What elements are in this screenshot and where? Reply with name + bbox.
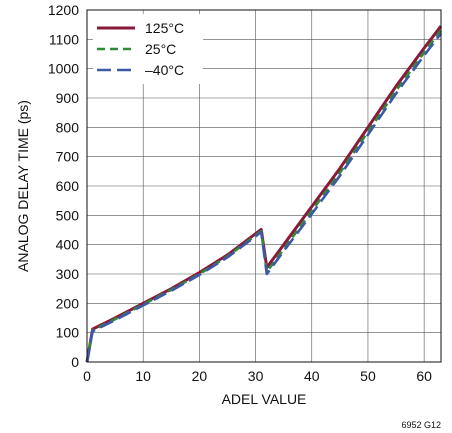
y-tick-label: 800	[56, 119, 80, 135]
y-tick-label: 200	[56, 295, 80, 311]
y-tick-label: 0	[71, 354, 79, 370]
y-tick-label: 300	[56, 266, 80, 282]
y-tick-label: 1200	[48, 2, 79, 18]
series-layer	[85, 25, 443, 363]
x-tick-label: 30	[248, 368, 264, 384]
x-axis-title: ADEL VALUE	[222, 391, 307, 407]
y-tick-label: 1000	[48, 61, 79, 77]
x-tick-label: 0	[83, 368, 91, 384]
legend-label-1: 25°C	[145, 41, 176, 57]
ticks: 0100200300400500600700800900100011001200…	[48, 2, 432, 384]
y-tick-label: 500	[56, 207, 80, 223]
y-tick-label: 1100	[49, 31, 79, 47]
y-tick-label: 600	[56, 178, 80, 194]
x-tick-label: 20	[192, 368, 208, 384]
x-tick-label: 40	[304, 368, 320, 384]
plot-frame	[86, 9, 442, 363]
x-tick-label: 10	[135, 368, 151, 384]
legend-label-2: –40°C	[145, 62, 184, 78]
y-tick-label: 900	[56, 90, 80, 106]
legend-label-0: 125°C	[145, 20, 184, 36]
figure-id: 6952 G12	[401, 420, 441, 430]
x-tick-label: 60	[416, 368, 432, 384]
series-line-2	[85, 32, 443, 363]
y-axis-title: ANALOG DELAY TIME (ps)	[15, 100, 31, 272]
y-tick-label: 100	[56, 325, 80, 341]
x-tick-label: 50	[360, 368, 376, 384]
y-tick-label: 700	[56, 149, 80, 165]
y-tick-label: 400	[56, 237, 80, 253]
legend: 125°C 25°C –40°C	[93, 14, 203, 84]
